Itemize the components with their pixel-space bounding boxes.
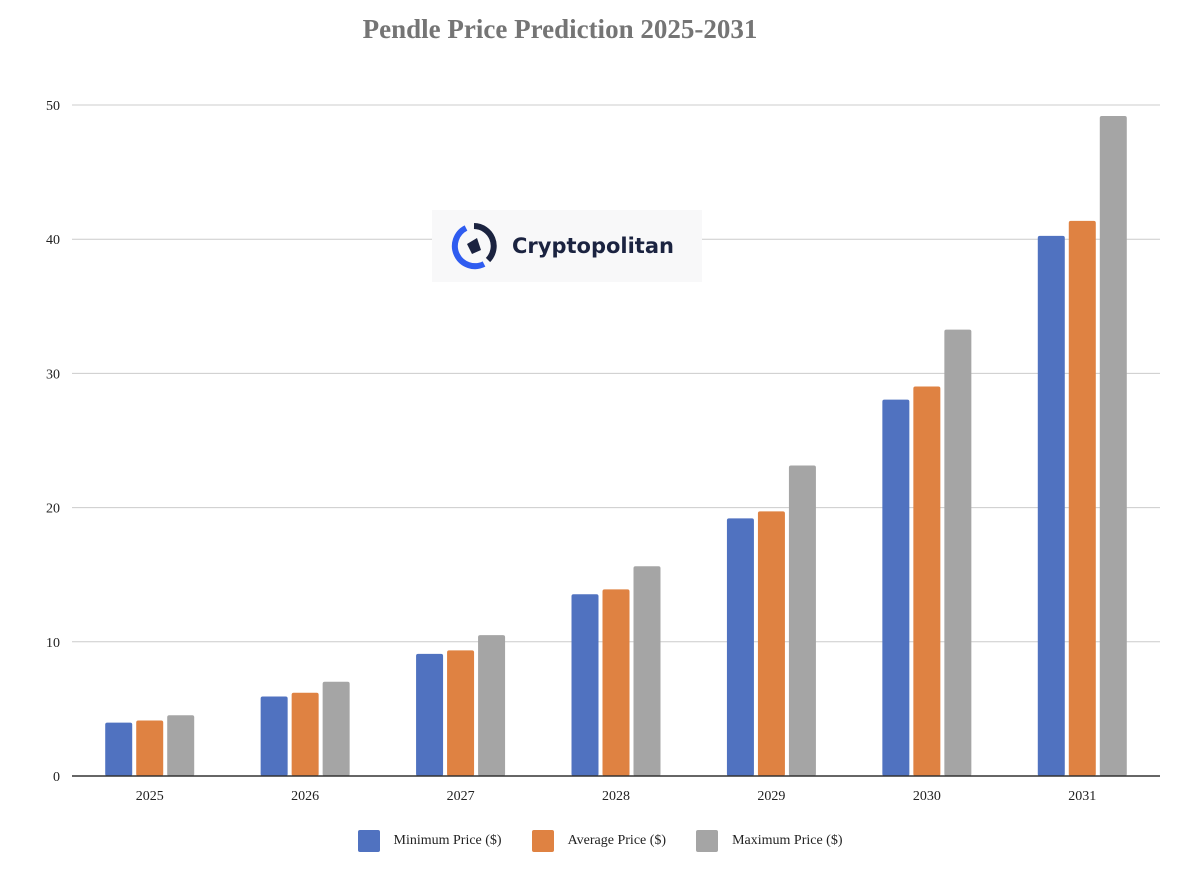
bar-2031-minimum: [1037, 235, 1065, 777]
bar-2029-average: [757, 511, 785, 776]
y-tick-label: 10: [46, 636, 60, 651]
chart-title: Pendle Price Prediction 2025-2031: [362, 14, 758, 44]
bar-2025-minimum: [105, 722, 133, 776]
y-tick-label: 20: [46, 502, 60, 517]
bar-2029-minimum: [726, 518, 754, 776]
legend-label: Maximum Price ($): [732, 833, 843, 848]
x-tick-label: 2029: [757, 789, 785, 804]
bar-2026-maximum: [322, 681, 350, 776]
watermark-text: Cryptopolitan: [512, 234, 674, 258]
y-tick-label: 50: [46, 99, 60, 114]
bar-2030-maximum: [944, 329, 972, 776]
legend: Minimum Price ($) Average Price ($) Maxi…: [0, 830, 1200, 852]
bar-2025-maximum: [167, 715, 195, 776]
bar-2026-minimum: [260, 696, 288, 776]
bar-2028-average: [602, 589, 630, 776]
y-tick-label: 0: [53, 770, 60, 785]
legend-swatch: [531, 830, 554, 852]
x-tick-label: 2027: [447, 789, 475, 804]
bar-2027-maximum: [478, 635, 506, 776]
y-tick-label: 40: [46, 233, 60, 248]
bar-2026-average: [291, 692, 319, 776]
x-tick-label: 2026: [291, 789, 319, 804]
legend-swatch: [696, 830, 719, 852]
bar-2031-average: [1068, 220, 1096, 777]
legend-label: Minimum Price ($): [393, 833, 502, 848]
bar-2028-maximum: [633, 566, 661, 776]
x-tick-label: 2031: [1068, 789, 1096, 804]
bar-2030-minimum: [882, 399, 910, 776]
x-tick-label: 2025: [136, 789, 164, 804]
bar-2025-average: [136, 720, 164, 776]
legend-item-average[interactable]: Average Price ($): [531, 830, 667, 852]
x-tick-label: 2028: [602, 789, 630, 804]
bar-2031-maximum: [1099, 116, 1127, 777]
x-tick-label: 2030: [913, 789, 941, 804]
legend-swatch: [357, 830, 380, 852]
bar-2027-average: [447, 650, 475, 776]
bar-2029-maximum: [788, 465, 816, 776]
bar-2027-minimum: [416, 653, 444, 776]
y-tick-label: 30: [46, 367, 60, 382]
cryptopolitan-watermark: Cryptopolitan: [432, 210, 702, 282]
cryptopolitan-logo-icon: [451, 223, 497, 270]
bar-2028-minimum: [571, 594, 599, 776]
legend-label: Average Price ($): [567, 833, 667, 848]
bar-2030-average: [913, 386, 941, 776]
legend-item-maximum[interactable]: Maximum Price ($): [696, 830, 843, 852]
legend-item-minimum[interactable]: Minimum Price ($): [357, 830, 502, 852]
